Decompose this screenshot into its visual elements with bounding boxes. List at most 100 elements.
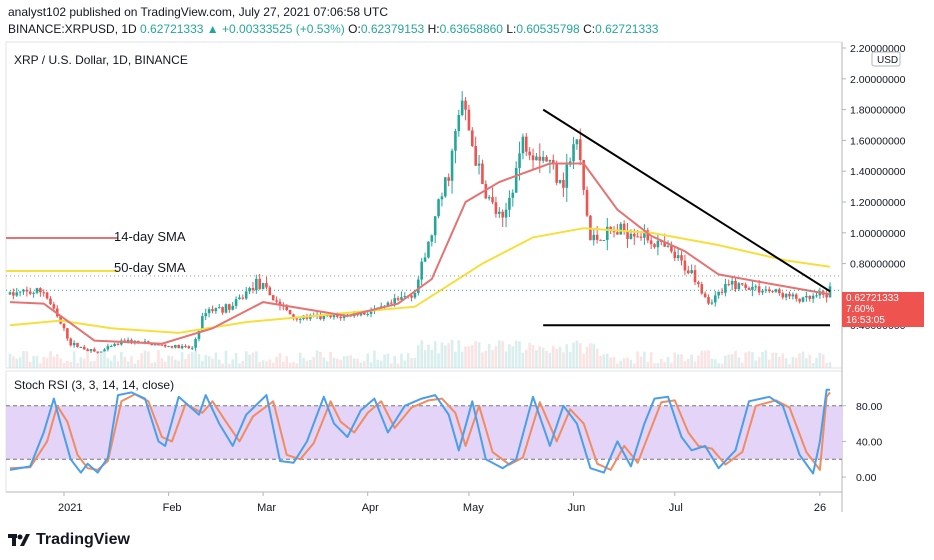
change: +0.00333525 (+0.53%) [222,22,345,36]
candle-body [386,302,390,306]
volume-bar [524,349,528,368]
volume-bar [528,342,531,368]
candle-body [390,302,393,304]
volume-bar [248,354,251,368]
candle-body [278,301,282,306]
candle-body [214,308,218,312]
volume-bar [400,353,403,368]
candle-body [366,313,369,315]
descending-trendline [542,108,831,293]
candle-body [643,230,646,238]
volume-bar [737,357,741,368]
volume-bar [663,362,666,368]
candle-body [396,298,400,300]
price-tick-label: 1.40000000 [850,166,906,178]
candle-body [805,295,808,298]
volume-bar [791,357,795,368]
candle-body [713,295,717,303]
candle-body [724,284,727,293]
volume-bar [433,341,437,368]
volume-bar [801,351,805,368]
volume-bar [133,363,137,368]
volume-bar [538,346,542,368]
volume-bar [261,360,265,368]
candle-body [558,180,562,183]
volume-bar [444,345,447,368]
candle-body [295,318,299,320]
ohlc-line: BINANCE:XRPUSD, 1D 0.62721333 ▲ +0.00333… [8,22,659,36]
candle-body [808,295,812,299]
candle-body [12,292,15,296]
volume-bar [8,353,12,368]
volume-bar [113,355,116,368]
volume-bar [123,357,127,368]
volume-bar [82,358,86,368]
currency-label: USD [877,55,898,66]
candle-body [707,297,710,304]
volume-bar [352,358,356,368]
volume-bar [690,354,693,368]
volume-bar [481,352,484,368]
volume-bar [221,363,224,368]
rsi-band [6,405,842,460]
volume-bar [697,355,700,368]
volume-bar [454,351,457,368]
candle-body [730,281,734,285]
candle-body [511,192,515,198]
volume-bar [79,357,83,368]
volume-bar [35,356,39,368]
candle-body [690,270,693,274]
candle-body [248,288,251,292]
volume-bar [194,350,197,368]
volume-bar [430,349,434,368]
candle-body [778,289,781,294]
rsi-title: Stoch RSI (3, 3, 14, 14, close) [14,378,174,392]
volume-bar [363,361,366,368]
volume-bar [653,363,656,368]
volume-bar [798,353,801,368]
candle-body [680,255,683,261]
volume-bar [22,351,25,368]
volume-bar [420,340,423,368]
volume-bar [275,356,278,368]
volume-bar [116,361,120,368]
candle-body [39,288,42,293]
candle-body [545,157,548,162]
volume-bar [126,361,130,368]
candle-body [298,318,302,320]
volume-bar [393,356,396,368]
volume-bar [376,359,380,368]
candle-body [163,344,167,347]
volume-bar [578,343,582,368]
candle-body [481,163,484,184]
price-tick-label: 1.60000000 [850,135,906,147]
volume-bar [784,358,788,368]
candle-body [332,314,336,318]
candle-body [703,293,707,298]
candle-body [211,309,214,312]
candle-body [369,311,373,314]
volume-bar [622,358,626,368]
candle-body [423,257,427,262]
candle-body [433,216,437,236]
volume-bar [258,362,262,368]
candle-body [106,346,110,350]
volume-bar [319,351,322,368]
volume-bar [747,351,751,368]
sma50-legend-label: 50-day SMA [114,260,186,275]
candle-body [187,346,191,349]
candle-body [18,291,22,293]
candle-body [619,223,623,235]
volume-bar [589,343,592,368]
volume-bar [572,342,575,368]
volume-bar [224,350,228,368]
volume-bar [568,351,572,368]
volume-bar [612,356,616,368]
volume-bar [244,351,248,368]
candle-body [292,314,295,319]
volume-bar [410,358,413,368]
volume-bar [771,352,774,368]
volume-bar [383,354,386,368]
volume-bar [477,342,481,368]
